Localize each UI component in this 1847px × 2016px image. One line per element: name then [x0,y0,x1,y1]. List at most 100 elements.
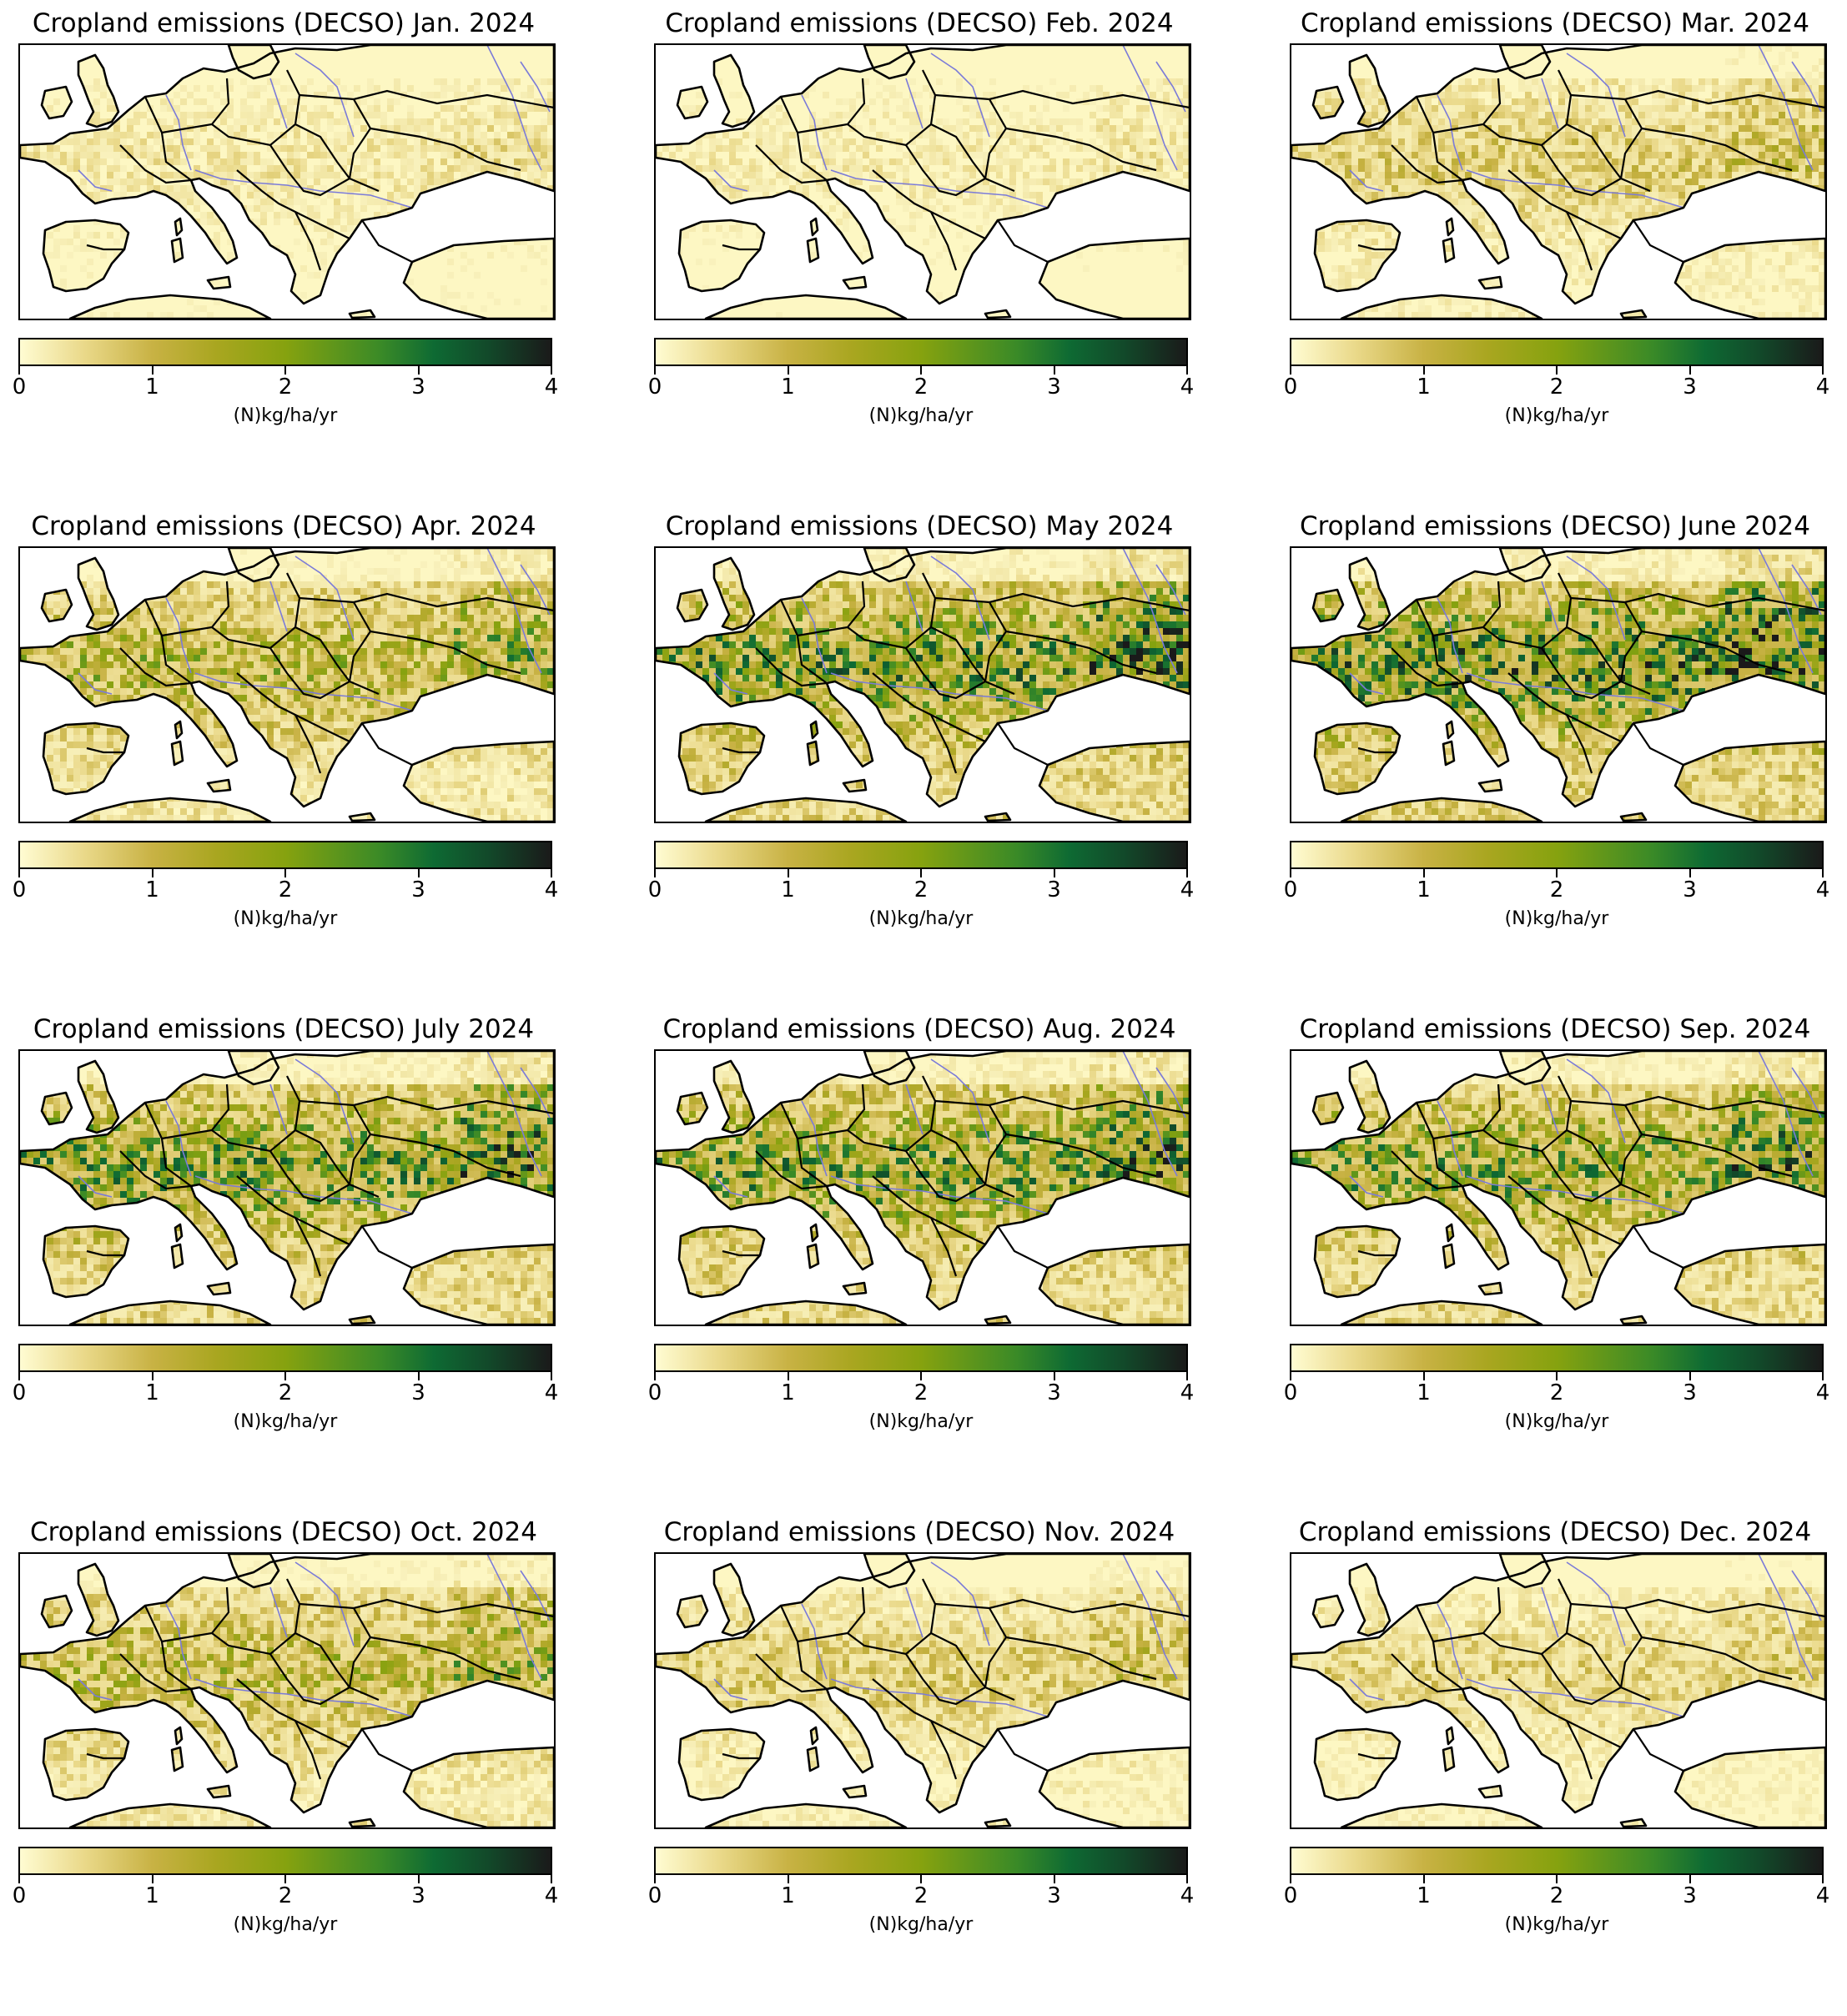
colorbar-tick [418,869,420,877]
emission-map [20,45,554,319]
map-area [1290,1049,1827,1326]
panel-title: Cropland emissions (DECSO) Jan. 2024 [8,7,559,40]
colorbar-tick [654,869,656,877]
colorbar-tick [1290,366,1291,375]
colorbar-tick [788,869,789,877]
colorbar-tick-label: 2 [1532,1380,1582,1405]
colorbar-tick-label: 4 [1162,1883,1212,1908]
colorbar-tick-label: 1 [1399,877,1449,902]
colorbar-tick [284,1875,286,1883]
colorbar-tick [1054,366,1055,375]
colorbar-tick-label: 4 [1162,1380,1212,1405]
colorbar-tick-label: 0 [630,877,680,902]
colorbar-tick [1186,1875,1188,1883]
emission-map [1291,1554,1825,1827]
panel-title: Cropland emissions (DECSO) July 2024 [8,1013,559,1046]
colorbar-tick-label: 2 [260,877,310,902]
colorbar-tick-label: 2 [896,1883,946,1908]
colorbar-tick-label: 0 [1266,1380,1316,1405]
colorbar-tick-label: 0 [630,375,680,400]
colorbar-tick [418,1875,420,1883]
colorbar-tick [18,1875,20,1883]
colorbar-unit-label: (N)kg/ha/yr [1290,1411,1824,1433]
colorbar-tick [18,1372,20,1380]
colorbar-tick-label: 3 [1665,375,1715,400]
colorbar-tick-label: 2 [1532,1883,1582,1908]
emission-map [1291,45,1825,319]
colorbar-unit-label: (N)kg/ha/yr [18,1411,552,1433]
colorbar-tick [1054,869,1055,877]
colorbar-tick [1186,1372,1188,1380]
panel-title: Cropland emissions (DECSO) Mar. 2024 [1280,7,1830,40]
panel-title: Cropland emissions (DECSO) May 2024 [644,510,1195,543]
colorbar-unit-label: (N)kg/ha/yr [1290,1914,1824,1936]
emission-map [656,45,1190,319]
colorbar-tick [1556,366,1558,375]
map-area [1290,43,1827,320]
colorbar-tick-label: 2 [260,375,310,400]
colorbar-tick [18,869,20,877]
colorbar-tick [152,1372,153,1380]
colorbar-tick [551,366,552,375]
colorbar-tick-label: 2 [1532,375,1582,400]
colorbar-tick [1689,869,1691,877]
colorbar [18,1344,552,1372]
colorbar [1290,841,1824,869]
colorbar-tick [920,1875,922,1883]
colorbar-tick-label: 0 [0,1380,44,1405]
colorbar-tick [1822,1875,1824,1883]
colorbar-tick [18,366,20,375]
colorbar [1290,338,1824,366]
colorbar-tick [418,1372,420,1380]
colorbar-tick [1556,1372,1558,1380]
colorbar-tick [551,1875,552,1883]
colorbar-tick [1689,1875,1691,1883]
colorbar-tick [284,869,286,877]
colorbar-tick [1290,869,1291,877]
colorbar-tick-label: 2 [1532,877,1582,902]
colorbar-tick [1822,366,1824,375]
colorbar-tick [1290,1372,1291,1380]
panel-title: Cropland emissions (DECSO) Oct. 2024 [8,1516,559,1549]
panel-title: Cropland emissions (DECSO) June 2024 [1280,510,1830,543]
map-area [1290,546,1827,823]
colorbar [18,338,552,366]
colorbar-tick-label: 1 [763,1380,813,1405]
colorbar-tick-label: 0 [630,1883,680,1908]
colorbar-tick-label: 3 [394,877,444,902]
colorbar-tick [1423,1875,1425,1883]
colorbar-tick-label: 4 [1798,1883,1847,1908]
colorbar [18,1847,552,1875]
panel-title: Cropland emissions (DECSO) Sep. 2024 [1280,1013,1830,1046]
colorbar [1290,1847,1824,1875]
colorbar-unit-label: (N)kg/ha/yr [1290,908,1824,930]
colorbar-tick-label: 2 [896,1380,946,1405]
colorbar-tick-label: 1 [128,877,178,902]
colorbar-tick [1186,869,1188,877]
colorbar-tick [1822,1372,1824,1380]
map-area [1290,1552,1827,1829]
panel-title: Cropland emissions (DECSO) Nov. 2024 [644,1516,1195,1549]
colorbar-tick [284,366,286,375]
colorbar-tick [551,869,552,877]
colorbar [654,1847,1188,1875]
colorbar-tick-label: 4 [1798,1380,1847,1405]
colorbar-tick-label: 1 [1399,1883,1449,1908]
colorbar-tick [152,869,153,877]
colorbar-tick-label: 0 [1266,877,1316,902]
colorbar [654,841,1188,869]
emission-map [656,548,1190,822]
emission-map [20,1051,554,1325]
map-area [654,546,1191,823]
colorbar-tick-label: 1 [1399,1380,1449,1405]
map-area [654,1049,1191,1326]
colorbar-unit-label: (N)kg/ha/yr [654,908,1188,930]
colorbar-tick [788,1372,789,1380]
